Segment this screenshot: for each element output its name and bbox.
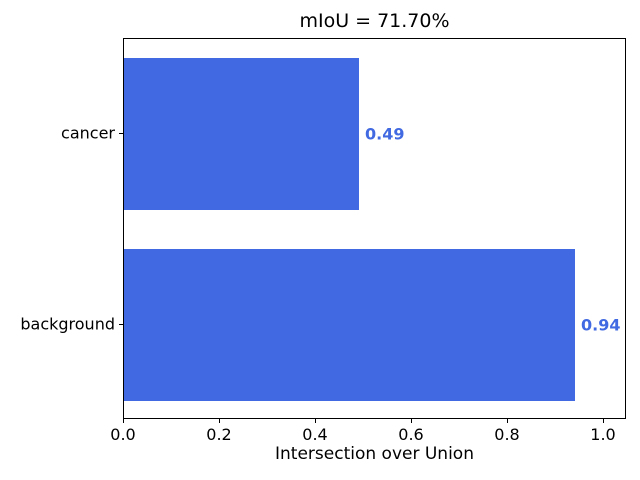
x-tick-label: 1.0 — [590, 425, 616, 444]
x-axis-label: Intersection over Union — [275, 444, 474, 464]
y-tick-mark — [119, 324, 123, 325]
bar-background — [124, 249, 575, 401]
x-tick-label: 0.0 — [110, 425, 136, 444]
chart-title: mIoU = 71.70% — [299, 10, 450, 32]
y-tick-label-background: background — [20, 314, 115, 334]
x-tick-label: 0.8 — [494, 425, 520, 444]
bar-value-label: 0.49 — [365, 124, 405, 144]
x-tick-mark — [603, 419, 604, 423]
x-tick-mark — [411, 419, 412, 423]
x-tick-mark — [123, 419, 124, 423]
plot-area: 0.49 0.94 — [123, 38, 626, 419]
x-tick-mark — [507, 419, 508, 423]
y-tick-label-cancer: cancer — [61, 123, 115, 143]
x-tick-label: 0.2 — [206, 425, 232, 444]
bar-cancer — [124, 58, 359, 210]
x-tick-label: 0.6 — [398, 425, 424, 444]
y-tick-mark — [119, 133, 123, 134]
x-tick-mark — [219, 419, 220, 423]
x-tick-label: 0.4 — [302, 425, 328, 444]
x-tick-mark — [315, 419, 316, 423]
bar-value-label: 0.94 — [581, 315, 621, 335]
